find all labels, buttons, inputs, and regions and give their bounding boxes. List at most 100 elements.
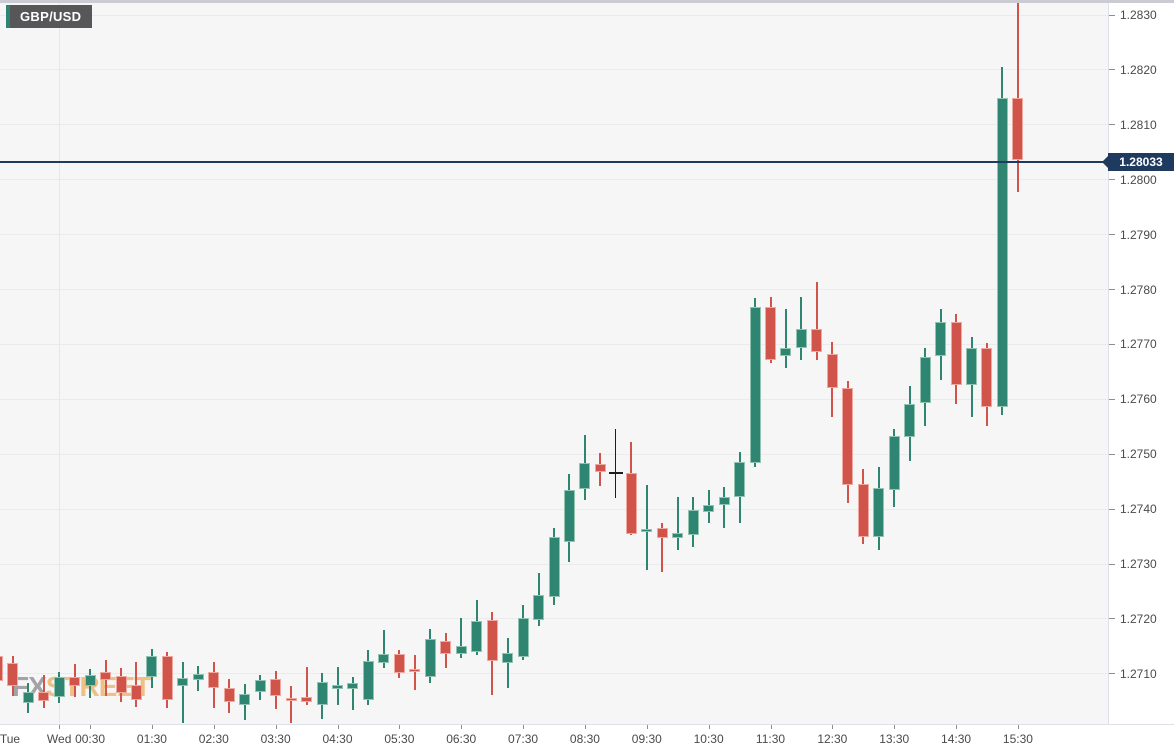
gridline-horizontal [0, 69, 1108, 71]
symbol-badge[interactable]: GBP/USD [6, 5, 93, 28]
candle-wick-09:00 [614, 429, 616, 498]
gridline-horizontal [0, 289, 1108, 290]
current-price-line [0, 160, 1108, 163]
price-axis-label: 1.2790 [1120, 227, 1157, 242]
gridline-horizontal [0, 124, 1108, 126]
candle-body-04:45 [347, 683, 359, 690]
candle-wick-03:45 [290, 686, 293, 724]
candle-body-00:15 [69, 677, 81, 686]
time-axis-tick [708, 725, 710, 729]
candle-body-13:30 [888, 436, 900, 491]
candle-body-06:30 [455, 645, 467, 655]
candle-body-15:30 [1012, 97, 1024, 160]
price-axis-tick [1109, 234, 1115, 236]
price-axis-tick [1109, 618, 1115, 620]
price-axis-tick [1109, 14, 1115, 16]
candle-body-11:15 [749, 307, 761, 463]
candle-body-10:00 [672, 532, 684, 538]
time-axis-tick [1017, 725, 1019, 729]
price-axis-tick [1109, 289, 1115, 290]
candle-body-10:45 [718, 497, 730, 505]
price-axis-label: 1.2720 [1120, 611, 1157, 626]
time-axis[interactable]: Tue Wed 00:30 01:30 02:30 03:30 04:30 05:30 06:3… [0, 724, 1174, 752]
time-axis-label: 10:30 [693, 732, 724, 746]
candle-body-23:30 [22, 691, 34, 703]
candle-wick-09:45 [661, 522, 664, 573]
time-axis-label: 08:30 [569, 732, 600, 746]
price-axis[interactable]: 1.2830 1.2820 1.2810 1.2800 1.2790 1.2780 1.27… [1108, 0, 1174, 724]
time-axis-tick [337, 725, 339, 729]
time-axis-label: 03:30 [260, 732, 291, 746]
gridline-horizontal [0, 453, 1108, 455]
price-axis-tick [1109, 398, 1115, 400]
top-border [0, 0, 1174, 3]
candle-body-10:30 [703, 504, 715, 512]
gridline-horizontal [0, 14, 1108, 16]
price-axis-label: 1.2740 [1120, 502, 1157, 517]
candle-body-07:00 [486, 619, 498, 662]
time-axis-label: 04:30 [322, 732, 353, 746]
candle-body-02:00 [177, 678, 189, 686]
candle-body-01:00 [115, 675, 127, 693]
candle-body-23:00 [0, 656, 3, 682]
candle-wick-07:15 [506, 638, 509, 689]
candle-body-01:30 [146, 656, 158, 677]
candle-body-06:00 [424, 638, 436, 677]
candle-body-09:45 [656, 527, 668, 538]
time-axis-tick [399, 725, 401, 729]
price-axis-label: 1.2830 [1120, 8, 1157, 22]
price-axis-tick [1109, 673, 1115, 675]
gridline-horizontal [0, 508, 1108, 510]
candle-wick-12:15 [815, 281, 818, 360]
price-axis-label: 1.2750 [1120, 447, 1157, 462]
current-price-badge: 1.28033 [1102, 152, 1174, 171]
gridline-horizontal [0, 343, 1108, 345]
gridline-session-start [58, 0, 60, 724]
time-axis-label: 09:30 [631, 732, 662, 746]
chart-plot-area[interactable]: FXSTREET GBP/USD [0, 0, 1108, 724]
candle-body-23:15 [7, 662, 19, 686]
candle-wick-05:45 [413, 655, 416, 691]
candle-body-13:00 [857, 483, 869, 538]
price-axis-label: 1.2820 [1120, 62, 1157, 77]
candle-wick-02:00 [181, 662, 184, 724]
candle-body-03:30 [270, 678, 282, 697]
candle-wick-15:30 [1016, 2, 1019, 192]
candle-wick-06:30 [460, 618, 463, 658]
candle-body-05:00 [362, 660, 374, 701]
candle-body-05:45 [409, 669, 421, 673]
candle-body-11:45 [780, 347, 792, 356]
candle-body-00:30 [84, 674, 96, 686]
price-axis-label: 1.2780 [1120, 282, 1157, 297]
candle-body-07:15 [502, 652, 514, 663]
candle-body-03:00 [239, 694, 251, 706]
candle-body-08:00 [548, 537, 560, 597]
candle-body-13:45 [904, 404, 916, 438]
time-axis-label: 02:30 [198, 732, 229, 746]
candle-wick-10:00 [676, 497, 679, 551]
candle-body-07:30 [517, 617, 529, 657]
gridline-horizontal [0, 398, 1108, 400]
candle-body-01:15 [130, 684, 142, 701]
candle-body-12:30 [826, 353, 838, 388]
candle-body-11:30 [765, 307, 776, 360]
price-axis-tick [1109, 453, 1115, 455]
candle-wick-04:00 [305, 667, 308, 706]
symbol-accent-bar [6, 5, 10, 28]
price-axis-tick [1109, 179, 1115, 181]
candle-body-14:45 [966, 347, 978, 386]
time-axis-tick [770, 725, 772, 729]
gridline-horizontal [0, 234, 1108, 236]
candle-wick-01:15 [135, 661, 138, 707]
time-axis-label: 07:30 [508, 732, 539, 746]
candle-body-00:00 [53, 677, 65, 697]
candle-body-06:15 [440, 640, 452, 655]
time-axis-label: 01:30 [136, 732, 167, 746]
price-axis-label: 1.2800 [1120, 172, 1157, 187]
candle-body-06:45 [471, 621, 483, 652]
price-axis-tick [1109, 69, 1115, 71]
candle-body-09:15 [625, 472, 637, 534]
time-axis-label: 11:30 [755, 732, 786, 746]
time-axis-tick [646, 725, 648, 729]
symbol-label: GBP/USD [20, 9, 82, 24]
